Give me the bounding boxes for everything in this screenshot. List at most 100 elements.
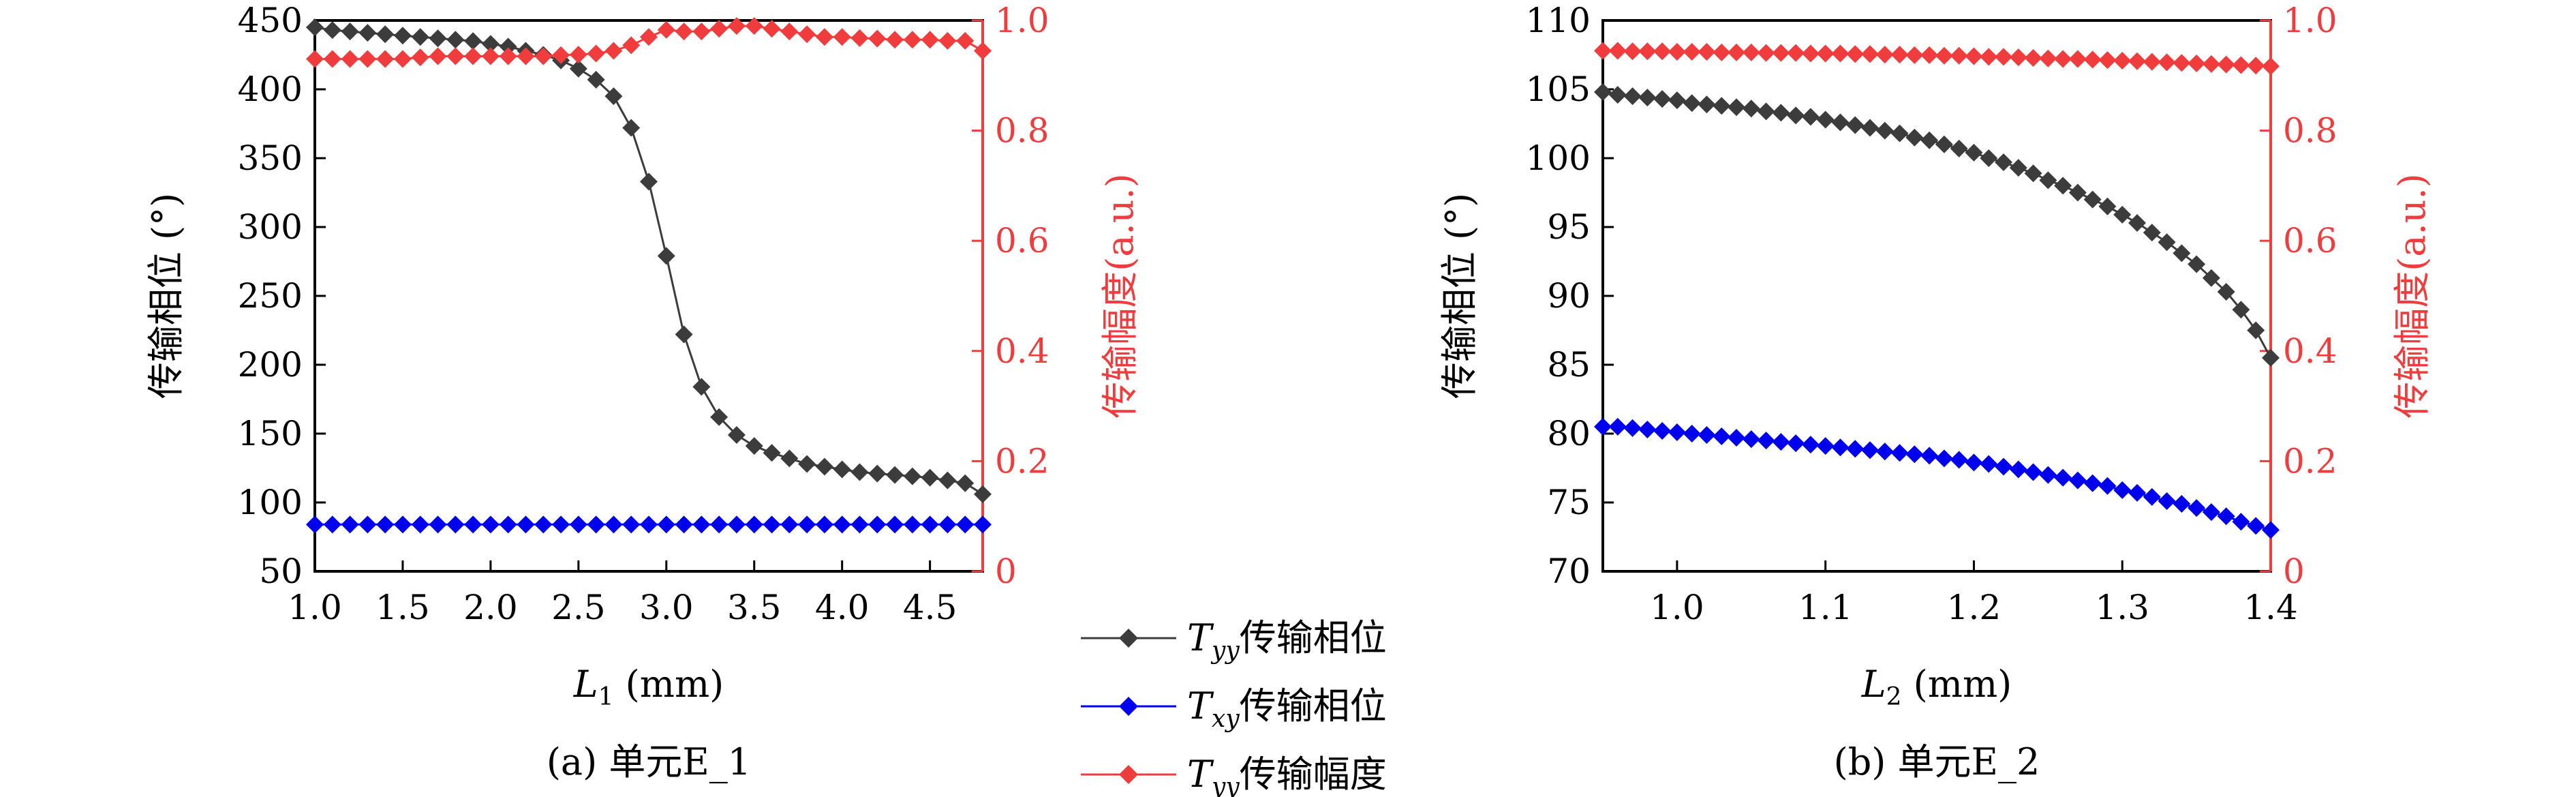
- data-point: [1638, 42, 1657, 61]
- data-point: [1742, 430, 1760, 449]
- data-point: [587, 515, 605, 534]
- data-point: [1653, 42, 1672, 61]
- data-point: [833, 460, 851, 479]
- y-tick-label-right: 0.8: [995, 111, 1049, 151]
- x-tick-label: 1.3: [2095, 588, 2149, 627]
- y-tick-label-left: 80: [1547, 414, 1591, 453]
- data-point: [1890, 444, 1909, 462]
- data-point: [2262, 57, 2280, 76]
- data-point: [2098, 197, 2117, 215]
- data-point: [1698, 426, 1716, 445]
- data-point: [429, 29, 447, 48]
- x-tick-label: 2.0: [463, 588, 518, 627]
- data-point: [798, 25, 816, 44]
- data-point: [1668, 43, 1686, 61]
- data-point: [2188, 499, 2206, 517]
- data-point: [1950, 451, 1968, 469]
- data-point: [1831, 44, 1850, 63]
- data-point: [2113, 51, 2132, 70]
- data-point: [1846, 116, 1865, 134]
- data-point: [780, 449, 799, 468]
- data-point: [692, 378, 711, 396]
- data-point: [815, 515, 833, 534]
- data-point: [1935, 135, 1953, 153]
- data-point: [358, 24, 377, 42]
- y-tick-label-left: 100: [238, 483, 303, 522]
- data-point: [745, 515, 763, 534]
- data-point: [2068, 183, 2087, 202]
- data-point: [1995, 457, 2012, 476]
- x-tick-label: 4.5: [903, 588, 957, 627]
- data-point: [657, 20, 675, 39]
- data-point: [868, 515, 887, 534]
- data-point: [2217, 507, 2235, 526]
- data-point: [587, 44, 605, 63]
- data-point: [727, 426, 746, 445]
- data-point: [1742, 43, 1760, 61]
- data-point: [411, 28, 429, 46]
- data-point: [1757, 432, 1775, 450]
- legend-label: 传输相位: [1240, 685, 1387, 727]
- data-point: [393, 27, 412, 45]
- data-point: [1638, 420, 1657, 438]
- y-axis-label-right-a: 传输幅度(a.u.): [1099, 173, 1141, 418]
- data-point: [938, 471, 957, 490]
- data-point: [692, 515, 711, 534]
- data-point: [1965, 143, 1983, 162]
- data-point: [517, 47, 535, 65]
- data-point: [1980, 48, 1998, 66]
- data-point: [1890, 46, 1909, 64]
- data-point: [1668, 91, 1686, 110]
- x-axis-label-a-var: L: [573, 663, 598, 706]
- y-tick-label-left: 70: [1547, 552, 1591, 591]
- data-point: [2262, 348, 2280, 367]
- data-point: [1668, 423, 1686, 441]
- data-point: [2083, 474, 2102, 492]
- data-point: [622, 515, 641, 534]
- legend-marker: [1119, 629, 1138, 648]
- data-point: [2128, 483, 2146, 502]
- data-point: [1594, 42, 1612, 60]
- x-axis-label-b-sub: 2: [1886, 683, 1902, 711]
- data-point: [921, 515, 939, 534]
- data-point: [815, 457, 833, 476]
- data-point: [1623, 87, 1642, 106]
- data-point: [323, 21, 341, 40]
- data-point: [2143, 52, 2161, 71]
- data-point: [481, 515, 500, 534]
- y-tick-label-left: 75: [1547, 483, 1591, 522]
- data-point: [306, 18, 324, 37]
- data-point: [2143, 487, 2161, 506]
- data-point: [1787, 44, 1805, 62]
- x-axis-label-a: L1 (mm): [573, 663, 724, 711]
- data-point: [903, 467, 921, 485]
- data-point: [1698, 43, 1716, 61]
- data-point: [1623, 42, 1642, 61]
- x-axis-label-a-sub: 1: [598, 683, 614, 711]
- x-axis-label-a-unit: (mm): [614, 663, 724, 706]
- x-tick-label: 1.2: [1947, 588, 2002, 627]
- y-tick-label-left: 200: [238, 345, 303, 385]
- data-point: [1816, 44, 1835, 63]
- data-point: [2247, 321, 2265, 340]
- data-point: [1861, 119, 1879, 137]
- data-point: [464, 515, 482, 534]
- data-point: [1638, 89, 1657, 107]
- data-point: [1801, 108, 1820, 126]
- data-point: [815, 28, 833, 46]
- data-point: [1801, 44, 1820, 63]
- data-point: [446, 47, 465, 65]
- data-point: [429, 47, 447, 65]
- data-point: [464, 47, 482, 65]
- x-tick-label: 3.0: [639, 588, 694, 627]
- data-point: [833, 28, 851, 46]
- data-point: [1875, 121, 1894, 140]
- data-point: [1861, 45, 1879, 63]
- data-point: [763, 20, 781, 38]
- data-point: [1801, 436, 1820, 454]
- caption-b: (b) 单元E_2: [1834, 740, 2040, 783]
- legend-sub: yy: [1210, 637, 1240, 665]
- data-point: [2098, 51, 2117, 70]
- ticks-b: 1.0 1.1 1.2 1.3 1.4 70 75 80 85 90 95 100 105 110 0 0.2…: [1526, 1, 2337, 627]
